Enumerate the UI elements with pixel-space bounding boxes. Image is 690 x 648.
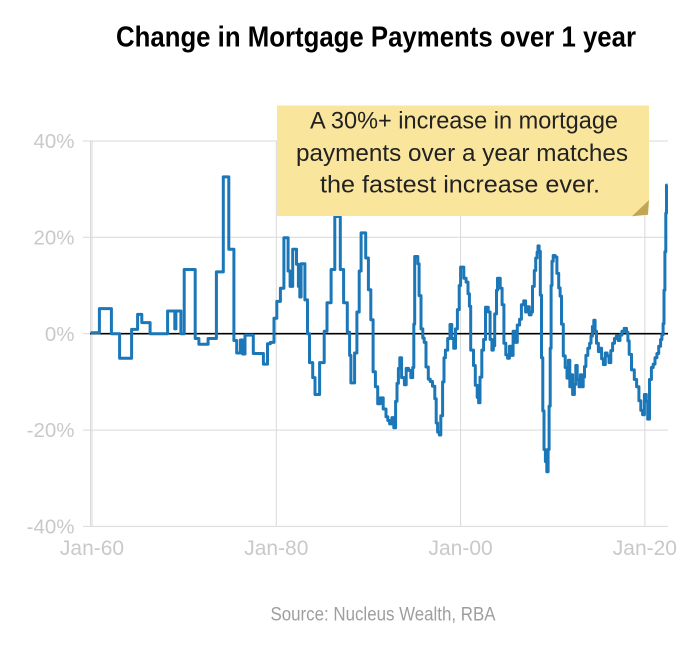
svg-text:A 30%+ increase in mortgage: A 30%+ increase in mortgage xyxy=(310,108,618,135)
svg-text:Jan-80: Jan-80 xyxy=(244,537,308,560)
svg-text:Change in Mortgage Payments ov: Change in Mortgage Payments over 1 year xyxy=(116,22,636,54)
svg-text:-20%: -20% xyxy=(27,419,75,442)
svg-text:0%: 0% xyxy=(45,323,75,346)
svg-text:the fastest increase ever.: the fastest increase ever. xyxy=(320,172,600,199)
svg-text:Jan-00: Jan-00 xyxy=(428,537,492,560)
svg-text:Jan-20: Jan-20 xyxy=(613,537,677,560)
svg-text:Source: Nucleus Wealth, RBA: Source: Nucleus Wealth, RBA xyxy=(271,605,496,626)
svg-text:-40%: -40% xyxy=(27,516,75,539)
svg-text:40%: 40% xyxy=(33,130,74,153)
svg-text:payments over a year matches: payments over a year matches xyxy=(296,140,628,167)
svg-text:20%: 20% xyxy=(33,227,74,250)
svg-text:Jan-60: Jan-60 xyxy=(60,537,124,560)
